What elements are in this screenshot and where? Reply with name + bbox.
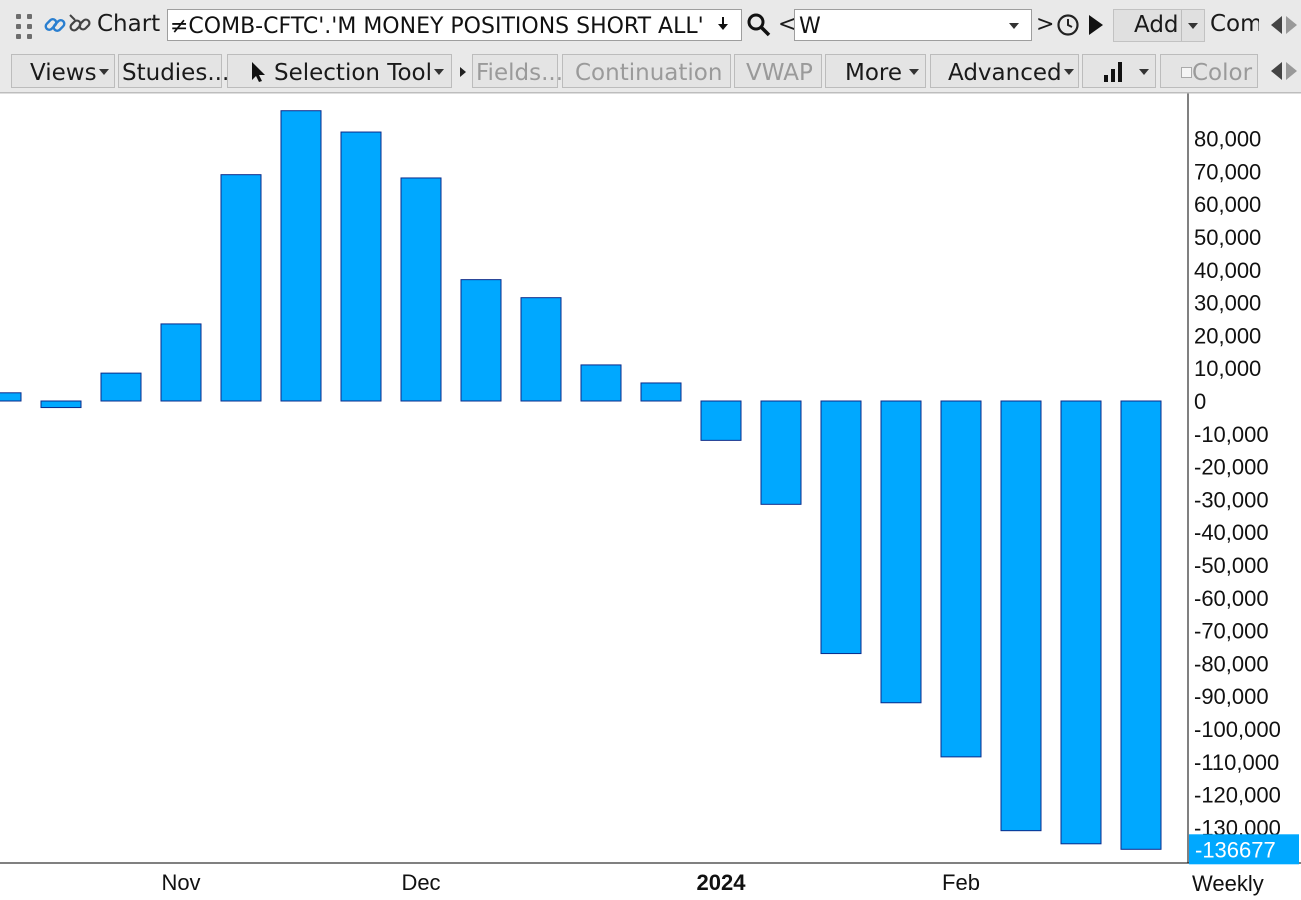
bar[interactable] — [940, 400, 982, 758]
y-tick-label: -20,000 — [1194, 455, 1269, 480]
y-tick-label: 20,000 — [1194, 323, 1261, 348]
last-value-background — [1189, 834, 1299, 865]
play-icon[interactable] — [1087, 14, 1105, 36]
y-tick-label: 30,000 — [1194, 291, 1261, 316]
y-tick-label: -90,000 — [1194, 684, 1269, 709]
studies-button[interactable]: Studies... — [118, 54, 229, 88]
y-tick-label: -50,000 — [1194, 553, 1269, 578]
drag-handle-icon[interactable] — [14, 14, 36, 40]
symbol-input[interactable]: ≠COMB-CFTC'.'M MONEY POSITIONS SHORT ALL… — [167, 9, 742, 41]
y-tick-label: -60,000 — [1194, 586, 1269, 611]
bar[interactable] — [820, 400, 862, 655]
bar[interactable] — [160, 323, 202, 402]
vwap-button[interactable]: VWAP — [734, 54, 822, 88]
y-tick-label: -110,000 — [1194, 750, 1279, 775]
y-axis[interactable]: 80,000 70,000 60,000 50,000 40,000 30,000 20,0… — [1194, 127, 1281, 841]
bar[interactable] — [280, 110, 322, 402]
selection-tool-button[interactable]: Selection Tool — [227, 54, 452, 88]
color-checkbox-icon — [1181, 67, 1192, 78]
bar[interactable] — [400, 177, 442, 402]
bar[interactable] — [100, 372, 142, 402]
add-button[interactable]: Add — [1113, 9, 1205, 42]
views-button[interactable]: Views — [11, 54, 115, 88]
link-icon[interactable] — [42, 12, 68, 38]
y-tick-label: -40,000 — [1194, 520, 1269, 545]
y-tick-label: 50,000 — [1194, 225, 1261, 250]
expand-arrow-icon[interactable] — [458, 64, 468, 78]
unlink-icon[interactable] — [67, 12, 93, 38]
chart-title: Chart — [97, 11, 161, 37]
bar-chart[interactable]: 80,000 70,000 60,000 50,000 40,000 30,000 20,0… — [0, 93, 1301, 900]
y-tick-label: -100,000 — [1194, 717, 1281, 742]
y-tick-label: 70,000 — [1194, 159, 1261, 184]
bar[interactable] — [760, 400, 802, 505]
x-tick-label: Feb — [942, 870, 980, 895]
color-button[interactable]: Color — [1160, 54, 1258, 88]
symbol-dropdown-arrow-icon[interactable] — [715, 14, 731, 34]
y-tick-label: 0 — [1194, 389, 1206, 414]
y-tick-label: -80,000 — [1194, 651, 1269, 676]
bar[interactable] — [0, 392, 22, 402]
y-tick-label: -120,000 — [1194, 783, 1281, 808]
fields-button[interactable]: Fields... — [472, 54, 563, 88]
y-tick-label: -10,000 — [1194, 422, 1269, 447]
y-tick-label: -30,000 — [1194, 487, 1269, 512]
bar[interactable] — [520, 297, 562, 402]
x-tick-label: 2024 — [697, 870, 747, 895]
y-tick-label: 10,000 — [1194, 356, 1261, 381]
interval-label: Weekly — [1192, 871, 1264, 896]
bar[interactable] — [1120, 400, 1162, 850]
last-value-label: -136677 — [1195, 837, 1276, 862]
top-toolbar: Chart ≠COMB-CFTC'.'M MONEY POSITIONS SHO… — [0, 0, 1301, 51]
y-tick-label: 60,000 — [1194, 192, 1261, 217]
y-tick-label: 40,000 — [1194, 258, 1261, 283]
scroll-arrows-icon-2[interactable] — [1270, 60, 1298, 82]
x-axis[interactable]: Nov Dec 2024 Feb — [161, 870, 980, 895]
cursor-icon — [252, 62, 265, 82]
bar[interactable] — [880, 400, 922, 704]
bar[interactable] — [460, 279, 502, 402]
x-tick-label: Dec — [401, 870, 440, 895]
next-button[interactable]: > — [1036, 12, 1055, 37]
y-tick-label: -70,000 — [1194, 619, 1269, 644]
clock-icon[interactable] — [1056, 13, 1080, 37]
last-value-badge: -136677 — [1189, 834, 1299, 865]
search-icon[interactable] — [746, 12, 772, 38]
period-select[interactable]: W — [794, 9, 1032, 41]
bar[interactable] — [1000, 400, 1042, 832]
bar[interactable] — [340, 131, 382, 402]
continuation-button[interactable]: Continuation — [562, 54, 731, 88]
bar[interactable] — [640, 382, 682, 402]
bar[interactable] — [700, 400, 742, 441]
more-button[interactable]: More — [825, 54, 926, 88]
com-button[interactable]: Com — [1210, 11, 1259, 37]
bar[interactable] — [1060, 400, 1102, 845]
bar-series — [0, 110, 1162, 850]
advanced-button[interactable]: Advanced — [930, 54, 1079, 88]
bar[interactable] — [220, 174, 262, 402]
x-tick-label: Nov — [161, 870, 200, 895]
previous-button[interactable]: < — [778, 12, 797, 37]
bar[interactable] — [580, 364, 622, 402]
chart-type-button[interactable] — [1082, 54, 1156, 88]
scroll-arrows-icon[interactable] — [1270, 14, 1298, 36]
bar-chart-icon — [1104, 62, 1122, 82]
y-tick-label: 80,000 — [1194, 127, 1261, 152]
bar[interactable] — [40, 400, 82, 409]
